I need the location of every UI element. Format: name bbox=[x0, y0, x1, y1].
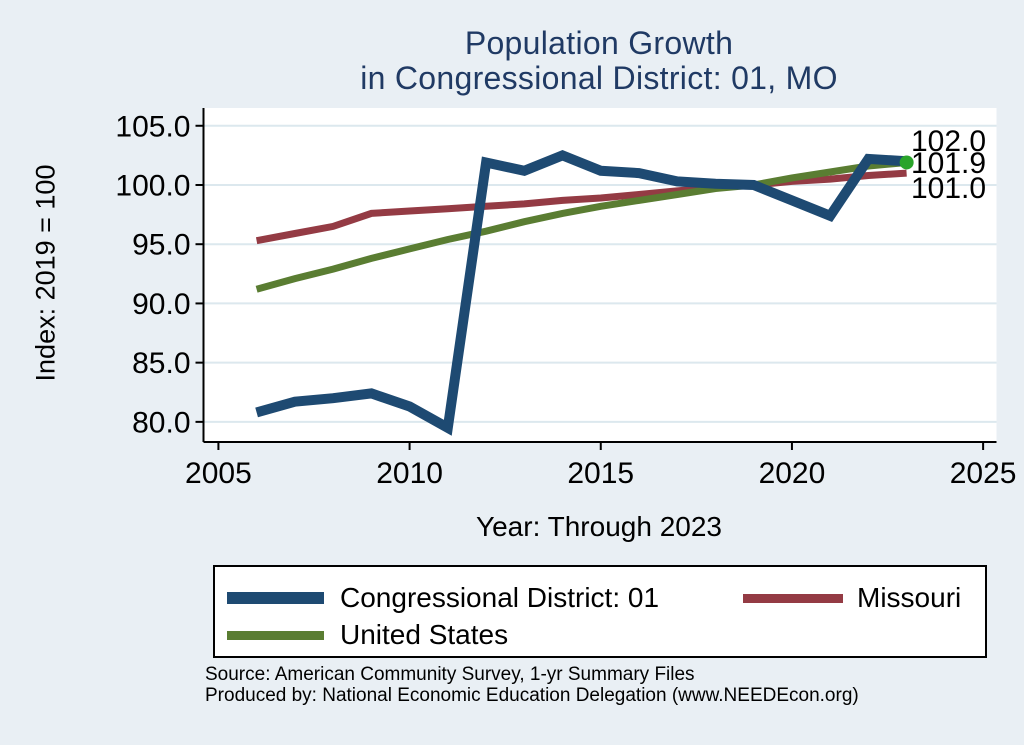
x-axis-title: Year: Through 2023 bbox=[476, 511, 722, 542]
produced-by-line: Produced by: National Economic Education… bbox=[205, 685, 859, 706]
y-tick-label: 100.0 bbox=[115, 169, 190, 202]
legend-label-missouri: Missouri bbox=[857, 582, 962, 613]
x-tick-label: 2020 bbox=[759, 457, 826, 490]
chart-title-line2: in Congressional District: 01, MO bbox=[360, 60, 838, 96]
end-label-united-states: 101.9 bbox=[911, 147, 987, 180]
y-tick-label: 85.0 bbox=[132, 347, 190, 380]
series-line-missouri bbox=[255, 169, 907, 245]
chart-title: Population Growth in Congressional Distr… bbox=[204, 26, 994, 96]
x-tick-label: 2015 bbox=[567, 457, 634, 490]
legend-label-district: Congressional District: 01 bbox=[340, 582, 660, 613]
end-label-missouri: 101.0 bbox=[911, 172, 987, 205]
x-tick-label: 2005 bbox=[185, 457, 252, 490]
legend-swatch-united-states bbox=[227, 631, 324, 640]
y-tick-label: 105.0 bbox=[115, 110, 190, 143]
y-tick-label: 90.0 bbox=[132, 288, 190, 321]
series-line-united-states bbox=[255, 159, 907, 293]
x-tick-label: 2010 bbox=[376, 457, 443, 490]
chart-title-line1: Population Growth bbox=[464, 25, 734, 61]
legend-label-united-states: United States bbox=[340, 619, 509, 650]
legend-swatch-district bbox=[227, 592, 324, 604]
y-tick-label: 80.0 bbox=[132, 406, 190, 439]
end-label-district: 102.0 bbox=[911, 125, 987, 158]
legend: Congressional District: 01 Missouri Unit… bbox=[213, 565, 987, 658]
source-line: Source: American Community Survey, 1-yr … bbox=[205, 664, 695, 685]
y-tick-label: 95.0 bbox=[132, 229, 190, 262]
end-point-marker bbox=[899, 155, 914, 170]
legend-swatch-missouri bbox=[743, 594, 843, 603]
series-line-congressional-district-01 bbox=[255, 150, 907, 436]
x-tick-label: 2025 bbox=[950, 457, 1017, 490]
